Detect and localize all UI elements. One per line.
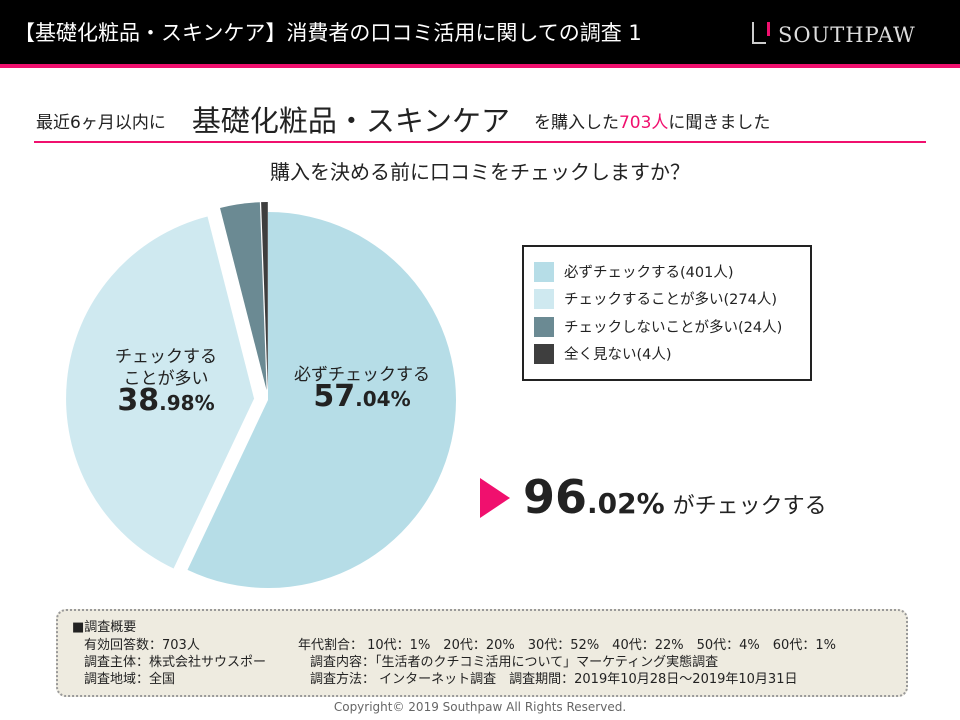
subtitle-count: 703人 [618, 113, 669, 133]
pct-dec: .98% [159, 391, 215, 415]
swatch [534, 343, 554, 364]
slice-label-always: 必ずチェックする 57.04% [282, 364, 442, 412]
logo-text: SOUTHPAW [778, 23, 916, 47]
pie-slice-2 [220, 202, 267, 391]
subtitle: 最近6ヶ月以内に 基礎化粧品・スキンケア を購入した703人に聞きました [36, 98, 770, 140]
swatch [534, 261, 554, 282]
summary-region: 調査地域：全国 [84, 672, 176, 687]
header-bar: 【基礎化粧品・スキンケア】消費者の口コミ活用に関しての調査 1 SOUTHPAW [0, 0, 960, 68]
legend: 必ずチェックする(401人) チェックすることが多い(274人) チェックしない… [522, 245, 812, 381]
pct-int: 38 [117, 383, 160, 418]
legend-item: チェックしないことが多い(24人) [534, 316, 782, 337]
subtitle-mid: を購入した [533, 113, 619, 133]
label-line: チェックする [115, 347, 217, 367]
pct-always: 57.04% [282, 382, 442, 412]
swatch [534, 316, 554, 337]
highlight-dec: .02% [587, 487, 665, 520]
legend-item: チェックすることが多い(274人) [534, 288, 777, 309]
question: 購入を決める前に口コミをチェックしますか？ [270, 160, 690, 184]
label-line: ことが多い [123, 369, 209, 389]
legend-item: 必ずチェックする(401人) [534, 261, 734, 282]
pct-int: 57 [313, 379, 356, 414]
legend-label: チェックすることが多い(274人) [564, 292, 777, 308]
summary-content: 調査内容：「生活者のクチコミ活用について」マーケティング実態調査 [310, 655, 719, 670]
swatch [534, 288, 554, 309]
slice-label-often: チェックする ことが多い 38.98% [96, 346, 236, 416]
subtitle-pre: 最近6ヶ月以内に [36, 113, 166, 133]
label-line: 必ずチェックする [294, 365, 430, 385]
highlight-int: 96 [523, 470, 588, 524]
summary-heading: ■調査概要 [72, 620, 137, 635]
logo-mark-icon [752, 22, 770, 44]
pie-slice-3 [261, 202, 268, 391]
legend-label: チェックしないことが多い(24人) [564, 320, 783, 336]
southpaw-logo: SOUTHPAW [752, 22, 916, 47]
legend-item: 全く見ない(4人) [534, 343, 672, 364]
pie-slice-1 [66, 216, 255, 569]
legend-label: 必ずチェックする(401人) [564, 265, 734, 281]
pct-often: 38.98% [96, 386, 236, 416]
legend-label: 全く見ない(4人) [564, 347, 672, 363]
summary-method: 調査方法： インターネット調査 調査期間：2019年10月28日〜2019年10… [310, 672, 798, 687]
pct-dec: .04% [355, 387, 411, 411]
copyright: Copyright© 2019 Southpaw All Rights Rese… [333, 700, 627, 714]
subtitle-category: 基礎化粧品・スキンケア [191, 104, 510, 138]
arrow-right-icon [480, 478, 510, 518]
summary-org: 調査主体：株式会社サウスポー [84, 655, 267, 670]
highlight: 96.02% がチェックする [523, 470, 827, 524]
survey-summary: ■調査概要 有効回答数：703人 年代割合： 10代：1% 20代：20% 30… [56, 609, 908, 697]
pie-slice-0 [187, 211, 457, 588]
page-title: 【基礎化粧品・スキンケア】消費者の口コミ活用に関しての調査 1 [14, 21, 642, 45]
summary-responses: 有効回答数：703人 [84, 638, 200, 653]
highlight-text: がチェックする [672, 494, 827, 519]
summary-ages: 年代割合： 10代：1% 20代：20% 30代：52% 40代：22% 50代… [298, 638, 836, 653]
divider [34, 141, 926, 143]
subtitle-post: に聞きました [668, 113, 771, 133]
